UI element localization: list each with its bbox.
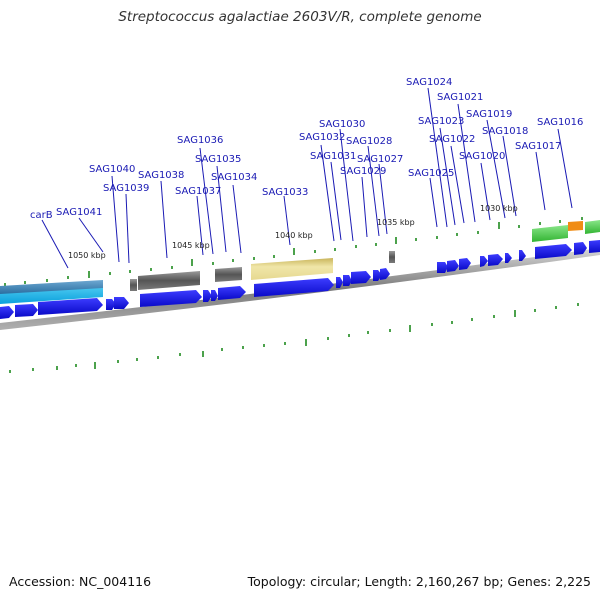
gene-label: SAG1033 (262, 187, 308, 198)
gene-label: SAG1023 (418, 116, 464, 127)
genome-title: Streptococcus agalactiae 2603V/R, comple… (118, 9, 482, 25)
green-feature-2 (585, 220, 600, 234)
gene-label: SAG1028 (346, 136, 392, 147)
kbp-label: 1035 kbp (377, 218, 415, 227)
gene-label: SAG1031 (310, 151, 356, 162)
accession-text: Accession: NC_004116 (9, 574, 152, 589)
gene-label: SAG1020 (459, 151, 505, 162)
gene-label: SAG1041 (56, 207, 102, 218)
gene-arrow (114, 297, 129, 309)
kbp-label: 1045 kbp (172, 241, 210, 250)
gene-arrow (0, 306, 14, 319)
gene-label: SAG1016 (537, 117, 583, 128)
khaki-feature (251, 258, 333, 280)
gene-label: SAG1040 (89, 164, 135, 175)
gray-feature-2 (138, 271, 200, 290)
gene-arrow (15, 304, 38, 317)
gray-feature-4 (389, 251, 395, 263)
orange-feature (568, 221, 583, 231)
gene-label: SAG1037 (175, 186, 221, 197)
gene-label: SAG1034 (211, 172, 257, 183)
gene-label: carB (30, 210, 53, 221)
gray-feature-1 (130, 279, 137, 291)
inner-ticks (9, 303, 579, 373)
gene-label: SAG1038 (138, 170, 184, 181)
gene-arrow (488, 254, 503, 266)
gene-arrow (535, 244, 572, 259)
gene-label: SAG1039 (103, 183, 149, 194)
gene-arrow (373, 270, 382, 281)
gene-arrow (505, 253, 512, 263)
gene-arrow (254, 278, 334, 297)
gene-arrow (140, 290, 202, 307)
kbp-label: 1050 kbp (68, 251, 106, 260)
genome-summary: Topology: circular; Length: 2,160,267 bp… (247, 574, 591, 589)
gene-label: SAG1022 (429, 134, 475, 145)
gene-label: SAG1019 (466, 109, 512, 120)
gene-label: SAG1029 (340, 166, 386, 177)
gene-arrow (336, 277, 343, 288)
gene-arrow (351, 271, 371, 284)
gene-label: SAG1036 (177, 135, 223, 146)
outer-ticks (4, 217, 583, 286)
gray-feature-3 (215, 267, 242, 282)
gene-arrow (519, 250, 526, 261)
feature-blocks (0, 220, 600, 304)
gene-arrow (106, 299, 116, 310)
gene-label: SAG1024 (406, 77, 452, 88)
gene-arrow (459, 258, 471, 270)
gene-arrow (203, 290, 212, 302)
gene-arrow (218, 286, 246, 300)
gene-arrow (589, 240, 600, 253)
gene-arrow (38, 298, 103, 315)
gene-label: SAG1025 (408, 168, 454, 179)
gene-label: SAG1030 (319, 119, 365, 130)
gene-label: SAG1017 (515, 141, 561, 152)
gene-arrow (437, 262, 448, 273)
gene-arrow (447, 260, 459, 272)
kbp-label: 1030 kbp (480, 204, 518, 213)
steel-feature (0, 280, 103, 294)
gene-label: SAG1021 (437, 92, 483, 103)
gene-arrow (211, 290, 218, 301)
gene-arrow (480, 256, 488, 267)
gene-arrow (343, 275, 352, 286)
gene-label: SAG1027 (357, 154, 403, 165)
gene-label: SAG1032 (299, 132, 345, 143)
gene-arrow (380, 268, 390, 280)
label-leaders (41, 87, 573, 269)
gene-arrows (0, 240, 600, 319)
gene-arrow (574, 242, 587, 255)
kbp-label: 1040 kbp (275, 231, 313, 240)
gene-label: SAG1035 (195, 154, 241, 165)
green-feature-1 (532, 225, 568, 242)
gene-label: SAG1018 (482, 126, 528, 137)
